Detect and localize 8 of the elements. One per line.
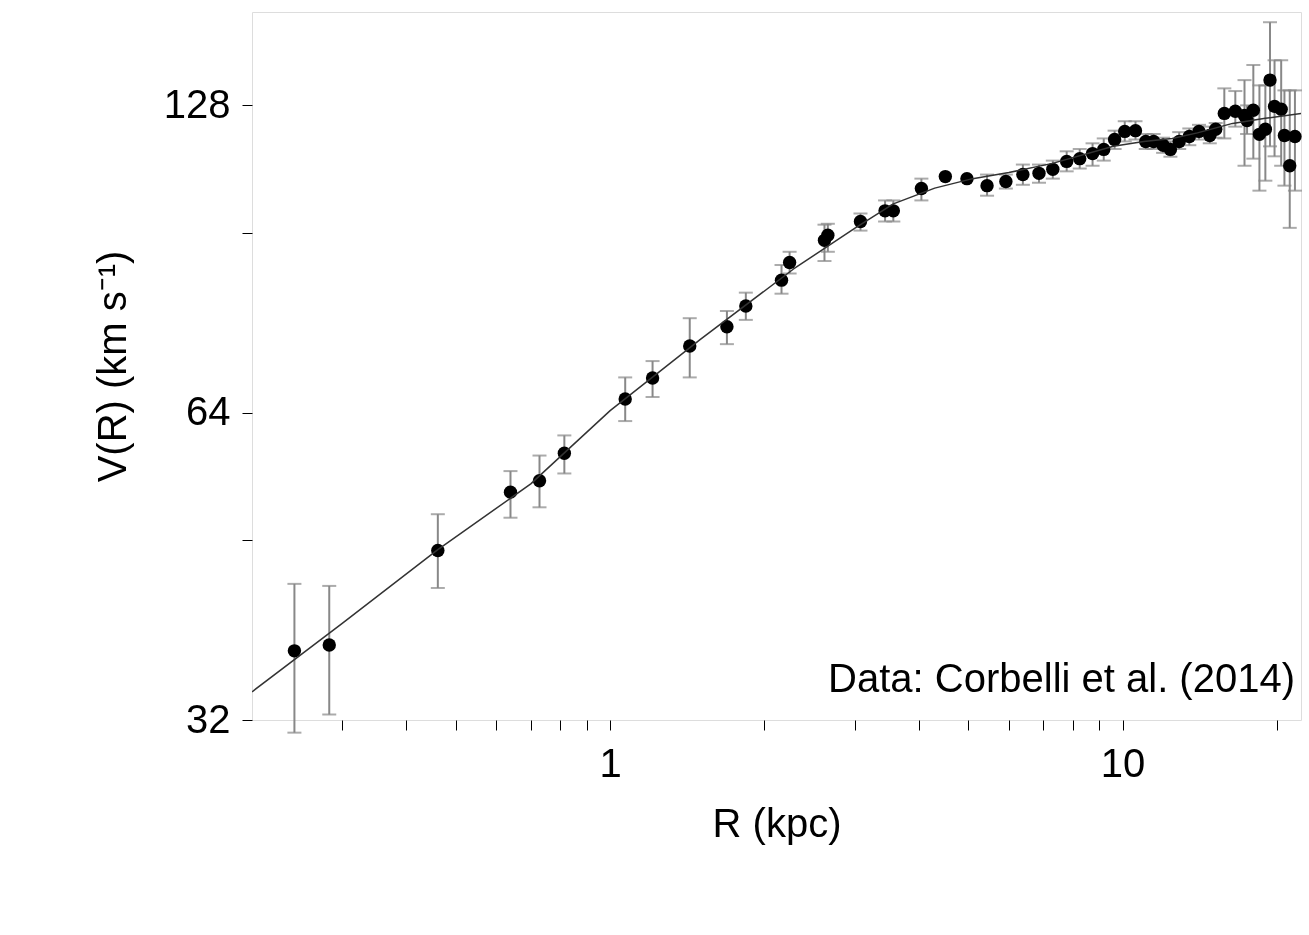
y-tick-label: 32 xyxy=(186,696,231,741)
annotation: Data: Corbelli et al. (2014) xyxy=(828,656,1295,700)
x-tick-label: 10 xyxy=(1100,740,1146,785)
y-axis-title: V(R) (km s⁻¹) xyxy=(89,250,134,483)
y-tick-label: 64 xyxy=(186,389,231,434)
y-tick-label: 128 xyxy=(163,81,231,126)
x-axis-title: R (kpc) xyxy=(712,800,842,845)
x-tick-label: 1 xyxy=(599,740,622,785)
